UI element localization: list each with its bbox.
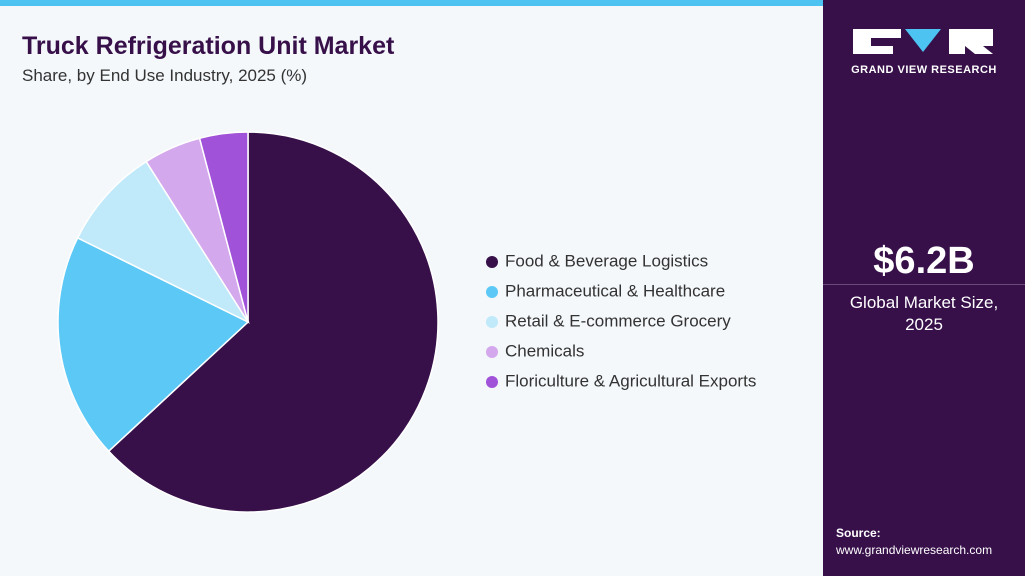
legend-marker	[486, 376, 498, 388]
divider	[823, 284, 1025, 285]
chart-subtitle: Share, by End Use Industry, 2025 (%)	[22, 66, 308, 85]
legend-marker	[486, 346, 498, 358]
logo	[853, 29, 993, 54]
source-url: www.grandviewresearch.com	[836, 543, 993, 557]
pie-slice	[76, 160, 251, 324]
source-label: Source:	[836, 526, 881, 540]
legend-label: Chemicals	[505, 341, 584, 360]
legend-label: Floriculture & Agricultural Exports	[505, 371, 756, 390]
market-size-label: Global Market Size, 2025	[849, 293, 999, 334]
pie-slice	[57, 236, 250, 453]
chart: Food & Beverage Logistics Pharmaceutical …	[57, 131, 756, 513]
chart-area: Truck Refrigeration Unit Market Share, b…	[0, 0, 823, 513]
pie-slice	[198, 131, 249, 323]
logo-text: GRAND VIEW RESEARCH	[851, 64, 997, 76]
legend-marker	[486, 256, 498, 268]
legend-label: Pharmaceutical & Healthcare	[505, 281, 725, 300]
legend-marker	[486, 316, 498, 328]
chart-title: Truck Refrigeration Unit Market	[22, 32, 395, 60]
pie-slice	[107, 131, 439, 513]
market-size: $6.2B	[873, 240, 975, 282]
sidebar: GRAND VIEW RESEARCH $6.2B Global Market …	[823, 0, 1025, 576]
legend-label: Retail & E-commerce Grocery	[505, 311, 731, 330]
legend-label: Food & Beverage Logistics	[505, 251, 708, 270]
legend-marker	[486, 286, 498, 298]
